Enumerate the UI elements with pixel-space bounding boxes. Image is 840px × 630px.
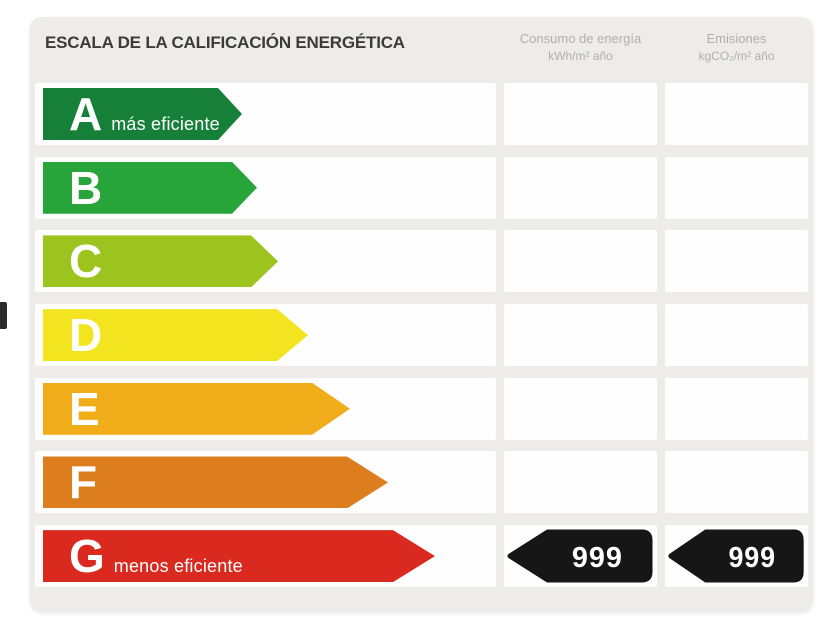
emissions-header-line1: Emisiones xyxy=(706,31,767,46)
scale-cell-c: C xyxy=(35,230,496,293)
consumption-cell-e xyxy=(504,377,657,440)
consumption-cell-f xyxy=(504,451,657,514)
consumption-cell-a xyxy=(504,83,657,145)
left-edge-mark xyxy=(0,302,7,329)
consumption-value: 999 xyxy=(572,542,623,574)
emissions-cell-c xyxy=(665,230,808,293)
page-title: ESCALA DE LA CALIFICACIÓN ENERGÉTICA xyxy=(45,33,405,52)
emissions-cell-f xyxy=(665,451,808,514)
rating-band-label: menos eficiente xyxy=(113,555,243,576)
rating-rows: A más eficiente B xyxy=(30,83,813,588)
energy-scale-card: ESCALA DE LA CALIFICACIÓN ENERGÉTICA Con… xyxy=(30,17,813,611)
rating-letter: C xyxy=(69,235,103,288)
emissions-header-units: kgCO₂/m² año xyxy=(698,48,775,63)
emissions-cell-b xyxy=(665,156,808,219)
emissions-value: 999 xyxy=(728,541,776,573)
consumption-header-line1: Consumo de energía xyxy=(519,31,642,46)
scale-cell-e: E xyxy=(35,377,496,440)
rating-arrow: B xyxy=(43,162,257,214)
emissions-cell-d xyxy=(665,304,808,367)
rating-row-a: A más eficiente xyxy=(35,83,808,145)
header-row: ESCALA DE LA CALIFICACIÓN ENERGÉTICA Con… xyxy=(30,17,813,83)
rating-letter: E xyxy=(69,382,100,435)
rating-row-b: B xyxy=(35,156,808,219)
rating-letter: D xyxy=(69,308,103,361)
rating-letter: G xyxy=(69,529,105,582)
scale-cell-b: B xyxy=(35,156,496,219)
rating-row-g: G menos eficiente 999 999 xyxy=(35,525,808,588)
rating-arrow: E xyxy=(43,383,350,435)
rating-row-d: D xyxy=(35,304,808,367)
rating-row-e: E xyxy=(35,377,808,440)
rating-arrow: G menos eficiente xyxy=(43,530,435,582)
emissions-cell-a xyxy=(665,83,808,145)
scale-cell-g: G menos eficiente xyxy=(35,525,496,588)
rating-arrow: A más eficiente xyxy=(43,88,242,140)
rating-letter: B xyxy=(69,161,103,214)
scale-cell-a: A más eficiente xyxy=(35,83,496,145)
consumption-cell-c xyxy=(504,230,657,293)
consumption-cell-g: 999 xyxy=(504,525,657,588)
rating-band-label: más eficiente xyxy=(111,113,220,134)
badge-left-arrow-shape xyxy=(507,529,653,583)
rating-row-f: F xyxy=(35,451,808,514)
rating-row-c: C xyxy=(35,230,808,293)
badge-left-arrow-shape xyxy=(668,529,804,583)
rating-arrow: F xyxy=(43,456,388,508)
consumption-header-units: kWh/m² año xyxy=(548,48,613,63)
consumption-cell-d xyxy=(504,304,657,367)
consumption-value-badge: 999 xyxy=(507,529,653,583)
emissions-cell-e xyxy=(665,377,808,440)
rating-letter: A xyxy=(69,87,103,140)
scale-cell-f: F xyxy=(35,451,496,514)
emissions-column-header: Emisiones kgCO₂/m² año xyxy=(665,30,808,83)
scale-cell-d: D xyxy=(35,304,496,367)
rating-arrow: C xyxy=(43,235,278,287)
rating-letter: F xyxy=(69,456,98,509)
emissions-value-badge: 999 xyxy=(668,529,804,583)
rating-arrow: D xyxy=(43,309,308,361)
consumption-column-header: Consumo de energía kWh/m² año xyxy=(504,30,657,83)
emissions-cell-g: 999 xyxy=(665,525,808,588)
consumption-cell-b xyxy=(504,156,657,219)
